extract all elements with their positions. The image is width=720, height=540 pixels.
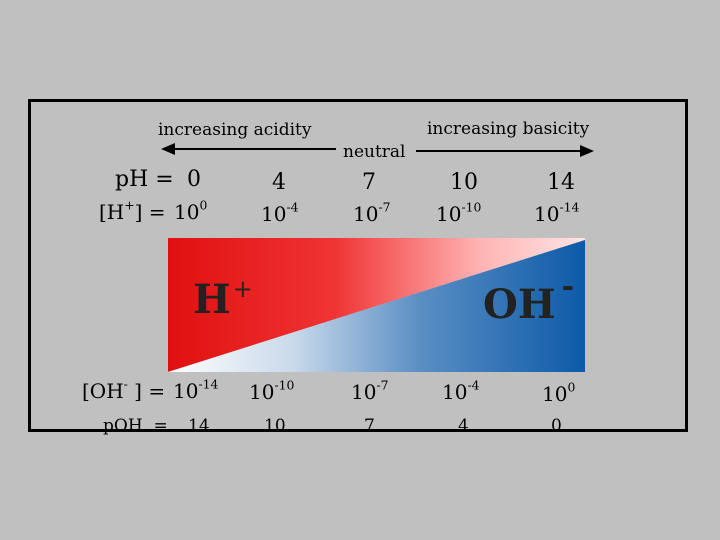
oh-concentration-value: 10-10 <box>249 377 295 404</box>
ph-scale-panel: increasing acidity neutral increasing ba… <box>28 99 688 436</box>
poh-label: pOH = <box>103 416 168 436</box>
poh-value: 10 <box>264 416 286 436</box>
h-concentration-value: 10-14 <box>534 199 580 226</box>
oh-concentration-value: 100 <box>542 379 576 406</box>
ph-value: 14 <box>547 170 575 195</box>
poh-value: 0 <box>551 416 562 436</box>
h-concentration-value: 100 <box>174 197 208 224</box>
ph-value: 10 <box>450 170 478 195</box>
oh-concentration-value: 10-4 <box>442 377 480 404</box>
acid-region <box>168 238 585 372</box>
oh-concentration-value: 10-7 <box>351 377 389 404</box>
ph-gradient-bar <box>168 238 585 372</box>
poh-value: 4 <box>458 416 469 436</box>
h-concentration-value: 10-4 <box>261 199 299 226</box>
ph-label: pH = <box>115 167 174 192</box>
acidity-arrow <box>161 143 336 155</box>
poh-value: 14 <box>188 416 210 436</box>
neutral-label: neutral <box>343 142 406 162</box>
oh-concentration-label: [OH- ] = <box>82 376 166 403</box>
poh-value: 7 <box>364 416 375 436</box>
h-concentration-value: 10-10 <box>436 199 482 226</box>
h-concentration-value: 10-7 <box>353 199 391 226</box>
base-region <box>168 240 585 372</box>
acidity-label: increasing acidity <box>158 120 312 140</box>
basicity-label: increasing basicity <box>427 119 590 139</box>
ph-value: 0 <box>187 167 201 192</box>
hydroxide-ion-label: OH - <box>483 269 575 328</box>
ph-value: 4 <box>272 170 286 195</box>
hydrogen-ion-label: H+ <box>193 275 253 323</box>
oh-concentration-value: 10-14 <box>173 376 219 403</box>
h-concentration-label: [H+] = <box>99 197 166 224</box>
basicity-arrow <box>416 145 594 157</box>
ph-value: 7 <box>362 170 376 195</box>
